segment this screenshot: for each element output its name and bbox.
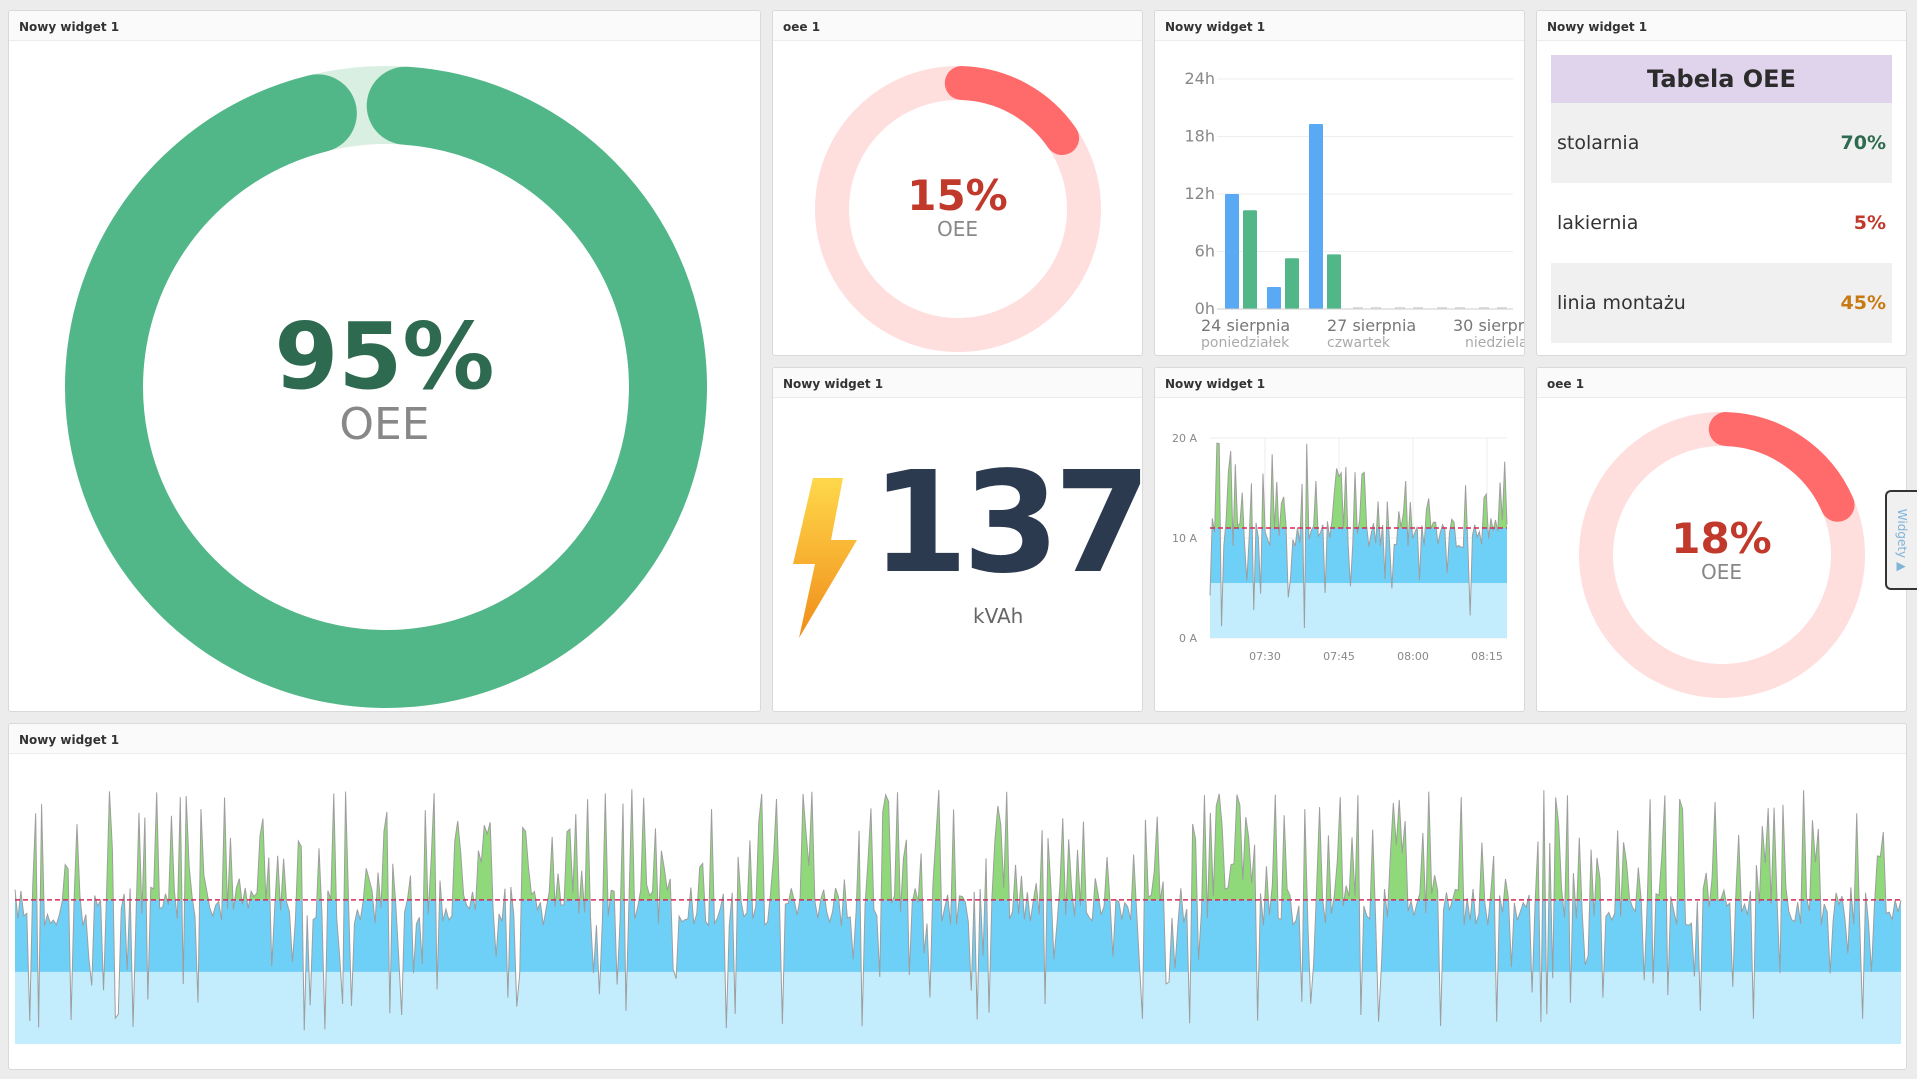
y-tick-label: 18h — [1185, 127, 1216, 146]
small-gauge-2-value: 18% — [1671, 514, 1772, 563]
x-tick-label: 07:45 — [1323, 650, 1355, 663]
x-tick-sublabel: czwartek — [1327, 335, 1391, 351]
widget-title[interactable]: Nowy widget 1 — [9, 724, 1906, 754]
row-name: stolarnia — [1557, 132, 1640, 154]
table-row: lakiernia 5% — [1551, 183, 1892, 263]
current-chart-widget: Nowy widget 1 20 A 10 A 0 A 07:30 07:45 08:00… — [1154, 367, 1525, 712]
oee-gauge-widget-2: oee 1 18% OEE — [1536, 367, 1907, 712]
row-name: lakiernia — [1557, 212, 1639, 234]
row-name: linia montażu — [1557, 292, 1686, 314]
small-gauge-1 — [815, 66, 1101, 352]
row-value: 5% — [1853, 212, 1886, 234]
y-tick-label: 24h — [1185, 69, 1216, 88]
y-tick-label: 6h — [1195, 242, 1215, 261]
small-gauge-2-caption: OEE — [1700, 560, 1742, 584]
gauge-value-arc — [944, 66, 1080, 156]
bar — [1285, 258, 1299, 309]
widget-title[interactable]: Nowy widget 1 — [9, 11, 760, 41]
widget-title[interactable]: Nowy widget 1 — [1537, 11, 1906, 41]
y-tick-label: 0 A — [1179, 632, 1197, 645]
y-tick-label: 20 A — [1172, 432, 1197, 445]
y-tick-label: 0h — [1195, 299, 1215, 318]
series-line — [14, 789, 1902, 1031]
widgets-side-tab[interactable]: Widgety ▲ — [1885, 490, 1917, 590]
x-tick-sublabel: poniedziałek — [1201, 335, 1290, 351]
y-tick-label: 12h — [1185, 184, 1216, 203]
x-tick-label: 07:30 — [1249, 650, 1281, 663]
oee-table-widget: Nowy widget 1 Tabela OEE stolarnia 70% l… — [1536, 10, 1907, 356]
series-line — [1209, 442, 1508, 628]
bar — [1243, 210, 1257, 309]
oee-gauge-widget-1: oee 1 15% OEE — [772, 10, 1143, 356]
energy-unit: kVAh — [973, 604, 1024, 628]
small-gauge-2 — [1579, 412, 1865, 698]
small-gauge-1-caption: OEE — [936, 217, 978, 241]
x-tick-sublabel: niedziela — [1465, 335, 1525, 351]
widget-title[interactable]: oee 1 — [1537, 368, 1906, 398]
large-gauge-value: 95% — [274, 303, 495, 410]
widget-title[interactable]: oee 1 — [773, 11, 1142, 41]
x-tick-label: 27 sierpnia — [1327, 316, 1416, 335]
wide-chart-widget: Nowy widget 1 — [8, 723, 1907, 1070]
table-title: Tabela OEE — [1551, 55, 1892, 103]
bar-chart-widget: Nowy widget 1 24h 18h 12h 6h 0h 24 sierpnia po… — [1154, 10, 1525, 356]
wide-area-chart — [14, 789, 1902, 1044]
large-gauge-caption: OEE — [339, 399, 430, 450]
x-tick-label: 08:00 — [1397, 650, 1429, 663]
bar — [1225, 194, 1239, 309]
x-tick-label: 24 sierpnia — [1201, 316, 1290, 335]
small-gauge-1-value: 15% — [907, 171, 1008, 220]
current-area-chart: 20 A 10 A 0 A 07:30 07:45 08:00 08:15 — [1172, 432, 1508, 663]
area-band-high — [1210, 443, 1507, 528]
area-band-low — [15, 971, 1901, 1044]
energy-widget: Nowy widget 1 137 kVAh — [772, 367, 1143, 712]
table-row: linia montażu 45% — [1551, 263, 1892, 343]
bar — [1267, 286, 1281, 309]
widget-title[interactable]: Nowy widget 1 — [1155, 11, 1524, 41]
table-row: stolarnia 70% — [1551, 103, 1892, 183]
x-tick-label: 08:15 — [1471, 650, 1503, 663]
row-value: 70% — [1840, 132, 1886, 154]
widget-title[interactable]: Nowy widget 1 — [1155, 368, 1524, 398]
large-gauge — [65, 66, 707, 708]
gauge-value-arc — [65, 66, 707, 708]
lightning-icon — [793, 478, 857, 638]
bar — [1309, 124, 1323, 310]
energy-value: 137 — [871, 442, 1143, 605]
row-value: 45% — [1840, 292, 1886, 314]
side-tab-label: Widgety ▲ — [1895, 508, 1909, 572]
x-tick-label: 30 sierpr — [1453, 316, 1525, 335]
widget-title[interactable]: Nowy widget 1 — [773, 368, 1142, 398]
bar — [1327, 254, 1341, 309]
gauge-value-arc — [1708, 412, 1855, 522]
area-band-low — [1210, 583, 1507, 638]
oee-gauge-widget-large: Nowy widget 1 95% OEE — [8, 10, 761, 712]
y-tick-label: 10 A — [1172, 532, 1197, 545]
